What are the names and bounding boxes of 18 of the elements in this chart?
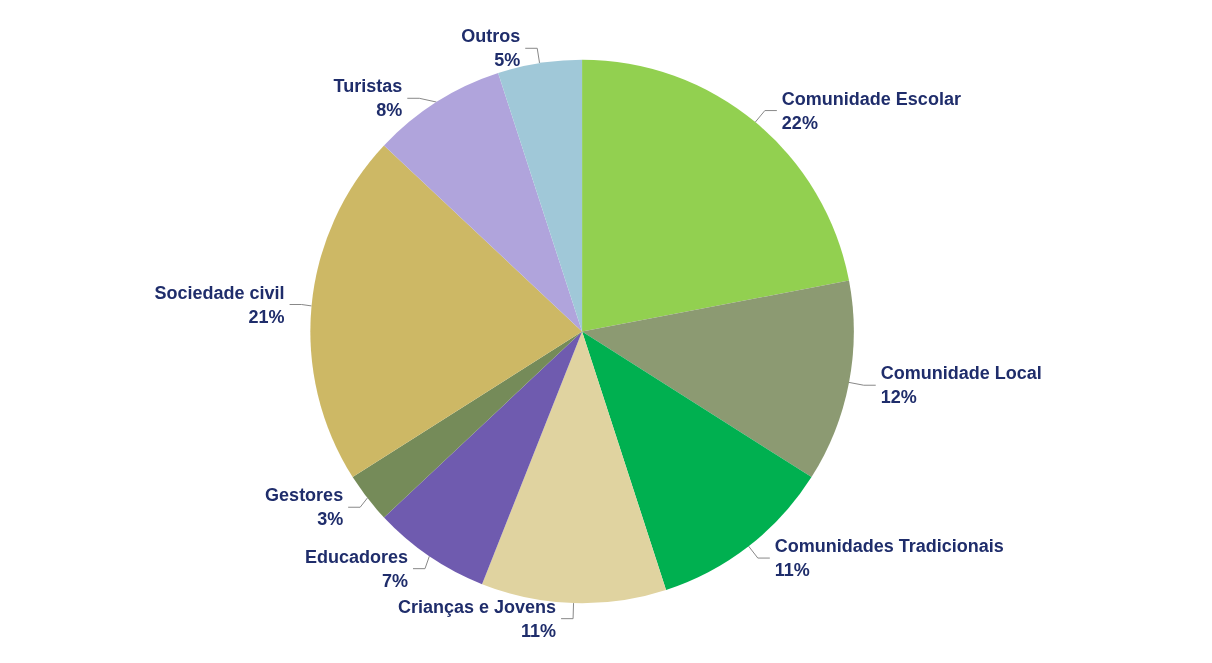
data-label: 3%	[317, 509, 344, 530]
data-label: 12%	[880, 387, 917, 408]
data-label: 11%	[774, 560, 810, 581]
slice-label: Turistas	[333, 76, 403, 97]
data-label: 21%	[248, 306, 285, 327]
slice-label: Comunidade Escolar	[781, 88, 961, 109]
slice-label: Sociedade civil	[154, 282, 285, 303]
slice-label: Comunidade Local	[880, 363, 1042, 384]
data-label: 11%	[521, 620, 557, 641]
slice-label: Educadores	[304, 546, 408, 567]
slice-label: Comunidades Tradicionais	[774, 536, 1004, 557]
data-label: 7%	[381, 570, 408, 591]
slice-label: Outros	[461, 26, 521, 47]
data-label: 8%	[376, 100, 403, 121]
data-label: 5%	[494, 50, 521, 71]
data-label: 22%	[781, 112, 818, 133]
slice-label: Gestores	[265, 485, 344, 506]
slice-label: Crianças e Jovens	[397, 596, 557, 617]
